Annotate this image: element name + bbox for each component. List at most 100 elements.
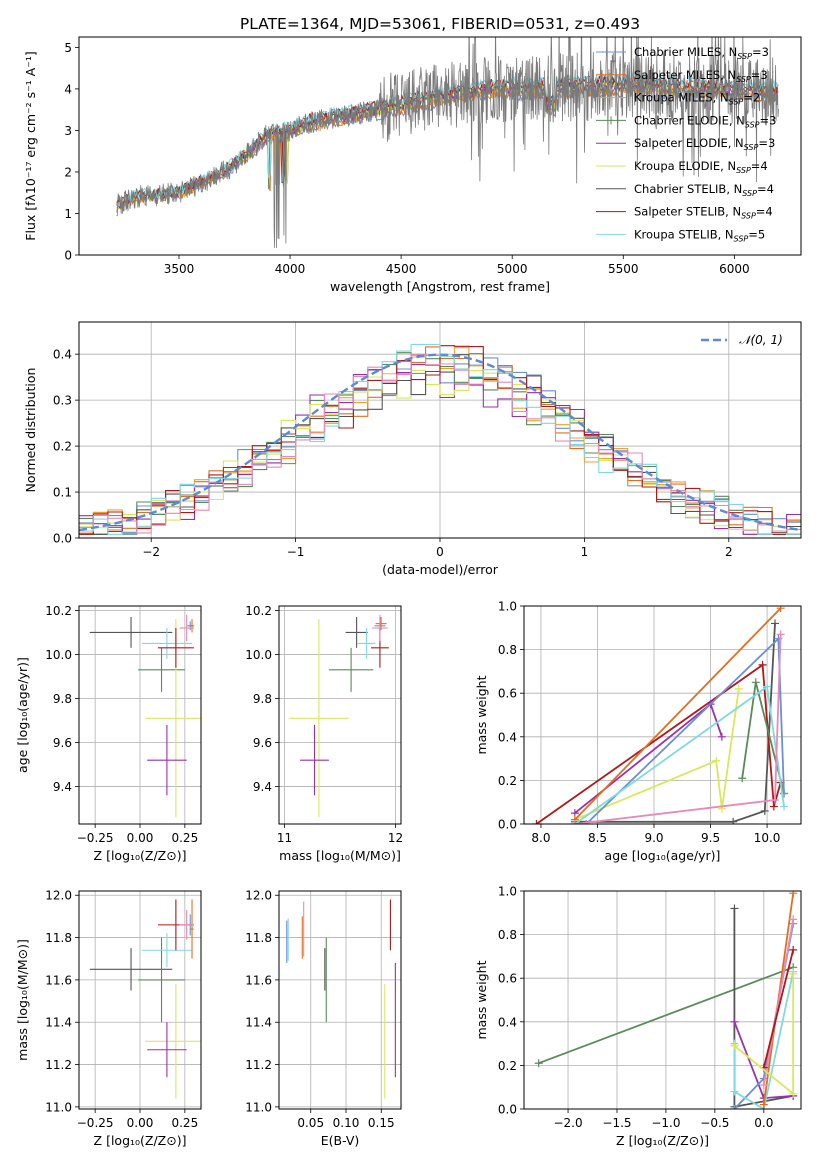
weight-point (789, 969, 798, 978)
y-tick-label: 5 (64, 41, 72, 55)
y-tick-label: 0.3 (53, 394, 72, 408)
x-tick-label: 4000 (275, 262, 306, 276)
y-tick-label: 9.8 (53, 692, 72, 706)
residuals-legend: 𝒩(0, 1) (701, 333, 783, 347)
weight-point (760, 806, 769, 815)
y-axis-label: mass [log₁₀(M/M⊙)] (15, 939, 30, 1061)
weight-point (789, 891, 798, 898)
weight-line (574, 623, 776, 823)
x-tick-label: 0 (436, 545, 444, 559)
panel-mass_vs_Z: −0.25 0.00 0.25 11.0 11.2 11.4 11.6 11.8 12.0 Z [… (15, 889, 202, 1148)
x-axis-label: E(B-V) (321, 1133, 360, 1148)
histogram-step (79, 343, 801, 535)
y-tick-label: 0.6 (498, 972, 517, 986)
y-axis-label: Normed distribution (23, 368, 38, 493)
y-tick-label: 0 (64, 249, 72, 263)
weight-point (770, 619, 779, 628)
x-tick-label: 0.15 (368, 1116, 395, 1130)
x-tick-label: 5500 (608, 262, 639, 276)
weight-point (730, 1105, 739, 1109)
y-tick-label: 11.4 (45, 1016, 72, 1030)
weight-point (532, 820, 541, 824)
x-tick-label: 5000 (497, 262, 528, 276)
x-tick-label: 1 (581, 545, 589, 559)
legend-entry: Chabrier MILES, NSSP=3 (634, 45, 769, 61)
weight-line (538, 966, 794, 1065)
legend-entry: Chabrier STELIB, NSSP=4 (634, 182, 774, 198)
y-tick-label: 10.0 (45, 648, 72, 662)
plot-area (79, 343, 801, 535)
axes-frame (278, 605, 402, 825)
panel-weight_vs_age: 8.0 8.5 9.0 9.5 10.0 0.0 0.2 0.4 0.6 0.8 1.0 age [l… (474, 600, 802, 863)
weight-point (780, 802, 789, 811)
x-tick-label: 10.0 (754, 831, 781, 845)
x-axis-label: wavelength [Angstrom, rest frame] (330, 279, 550, 294)
axes-frame (78, 890, 202, 1110)
y-tick-label: 0.2 (498, 1059, 517, 1073)
y-tick-label: 0.2 (498, 774, 517, 788)
weight-point (776, 606, 785, 613)
y-tick-label: 0.8 (498, 643, 517, 657)
weight-point (734, 684, 743, 693)
x-axis-label: Z [log₁₀(Z/Z⊙)] (616, 1133, 709, 1148)
weight-point (789, 915, 798, 924)
y-tick-label: 12.0 (45, 889, 72, 903)
y-tick-label: 11.0 (45, 1100, 72, 1114)
y-tick-label: 10.2 (45, 604, 72, 618)
x-axis-label: (data-model)/error (382, 562, 499, 577)
panel-age_vs_mass: 11 12 9.4 9.6 9.8 10.0 10.2 mass [log₁₀(M/M⊙)] (245, 604, 403, 863)
x-tick-label: 8.5 (588, 831, 607, 845)
weight-point (759, 1081, 768, 1090)
x-tick-label: −2 (142, 545, 160, 559)
weight-line (733, 971, 795, 1109)
y-axis-label: mass weight (474, 960, 489, 1039)
x-tick-label: −1.0 (651, 1116, 680, 1130)
y-tick-label: 0.2 (53, 440, 72, 454)
x-axis-label: age [log₁₀(age/yr)] (605, 848, 721, 863)
x-tick-label: 0.0 (754, 1116, 773, 1130)
weight-line (574, 607, 782, 821)
y-tick-label: 0.6 (498, 687, 517, 701)
axes-frame (78, 36, 802, 256)
x-tick-label: 9.0 (644, 831, 663, 845)
plot-area (89, 899, 201, 1099)
weight-point (534, 1059, 543, 1068)
legend-entry: Kroupa ELODIE, NSSP=4 (634, 159, 768, 175)
panel-age_vs_Z: −0.25 0.00 0.25 9.4 9.6 9.8 10.0 10.2 Z [log₁₀(Z… (15, 604, 202, 863)
x-tick-label: −1 (287, 545, 305, 559)
x-tick-label: 0.10 (333, 1116, 360, 1130)
y-tick-label: 12.0 (245, 889, 272, 903)
y-tick-label: 1.0 (498, 600, 517, 614)
plot-area (116, 37, 779, 249)
x-tick-label: 11 (277, 831, 292, 845)
x-tick-label: 4500 (386, 262, 417, 276)
spectrum-legend: Chabrier MILES, NSSP=3 Salpeter MILES, NS… (596, 45, 776, 243)
y-tick-label: 11.4 (245, 1016, 272, 1030)
axes-frame (523, 605, 802, 825)
x-axis-label: Z [log₁₀(Z/Z⊙)] (94, 848, 187, 863)
plot-area (534, 891, 798, 1109)
y-tick-label: 1 (64, 207, 72, 221)
weight-point (759, 1100, 768, 1109)
weight-point (712, 756, 721, 765)
y-tick-label: 11.2 (45, 1058, 72, 1072)
weight-point (570, 820, 579, 824)
axes-frame (78, 605, 202, 825)
x-tick-label: 3500 (164, 262, 195, 276)
weight-point (738, 774, 747, 783)
y-tick-label: 0.4 (53, 348, 72, 362)
y-tick-label: 11.8 (45, 931, 72, 945)
panel-residuals: −2 −1 0 1 2 0.0 0.1 0.2 0.3 0.4 (data-model)/error… (23, 321, 802, 577)
y-tick-label: 9.4 (53, 780, 72, 794)
x-tick-label: 0.05 (297, 1116, 324, 1130)
y-tick-label: 2 (64, 165, 72, 179)
y-tick-label: 1.0 (498, 885, 517, 899)
axes-frame (523, 890, 802, 1110)
y-tick-label: 9.4 (253, 780, 272, 794)
x-axis-label: mass [log₁₀(M/M⊙)] (279, 848, 401, 863)
y-tick-label: 0.8 (498, 928, 517, 942)
y-tick-label: 0.0 (498, 818, 517, 832)
y-tick-label: 0.4 (498, 730, 517, 744)
y-axis-label: mass weight (474, 675, 489, 754)
weight-point (730, 1087, 739, 1096)
